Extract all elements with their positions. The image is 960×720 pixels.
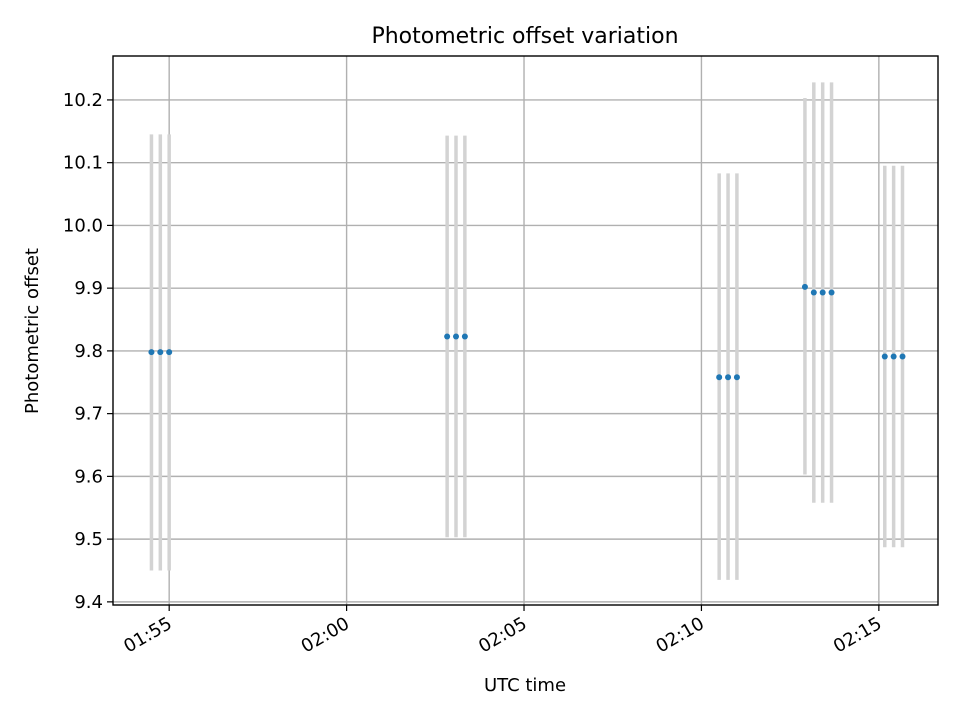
x-tick-label: 02:15 [830, 613, 885, 657]
data-points [148, 283, 906, 381]
y-axis: 9.4 9.5 9.6 9.7 9.8 9.9 10.0 10.1 10.2 [63, 90, 113, 613]
y-tick-label: 9.7 [74, 404, 103, 425]
data-point [810, 289, 817, 296]
x-axis: 01:55 02:00 02:05 02:10 02:15 [120, 605, 885, 657]
y-tick-label: 9.6 [74, 466, 103, 487]
y-tick-label: 9.8 [74, 341, 103, 362]
data-point [881, 353, 888, 360]
y-tick-label: 9.4 [74, 592, 103, 613]
data-point [453, 333, 460, 340]
y-tick-label: 9.9 [74, 278, 103, 299]
y-tick-label: 10.1 [63, 153, 103, 174]
error-bars [149, 82, 905, 580]
data-point [801, 283, 808, 290]
y-tick-label: 10.2 [63, 90, 103, 111]
x-tick-label: 01:55 [120, 613, 175, 657]
x-tick-label: 02:00 [298, 613, 353, 657]
data-point [899, 353, 906, 360]
data-point [828, 289, 835, 296]
data-point [890, 353, 897, 360]
data-point [819, 289, 826, 296]
data-point [716, 374, 723, 381]
x-tick-label: 02:05 [475, 613, 530, 657]
data-point [157, 349, 164, 356]
data-point [733, 374, 740, 381]
data-point [461, 333, 468, 340]
y-axis-label: Photometric offset [22, 248, 43, 414]
x-axis-label: UTC time [484, 675, 566, 696]
data-point [148, 349, 155, 356]
plot-frame [112, 55, 939, 606]
y-tick-label: 9.5 [74, 529, 103, 550]
data-point [166, 349, 173, 356]
x-tick-label: 02:10 [653, 613, 708, 657]
chart-title: Photometric offset variation [371, 24, 678, 49]
y-tick-label: 10.0 [63, 215, 103, 236]
data-point [725, 374, 732, 381]
grid [113, 56, 938, 605]
data-point [444, 333, 451, 340]
